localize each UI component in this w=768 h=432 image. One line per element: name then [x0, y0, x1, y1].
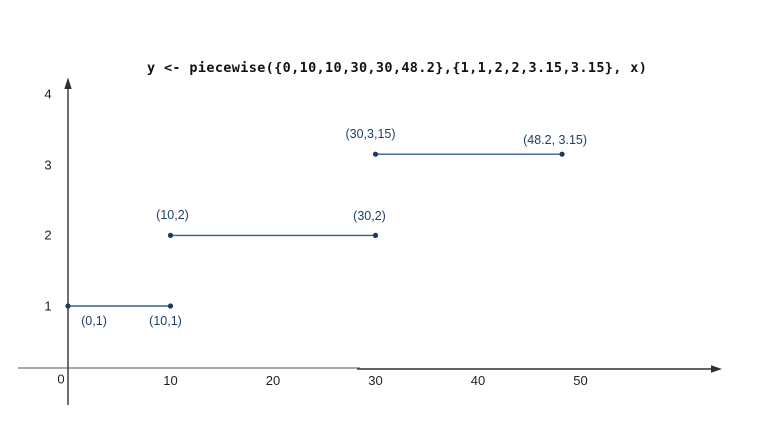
chart-title: y <- piecewise({0,10,10,30,30,48.2},{1,1…	[147, 60, 648, 76]
x-tick-label: 50	[573, 373, 588, 388]
y-tick-label: 1	[44, 298, 52, 314]
data-point-dot	[167, 303, 174, 309]
data-point-dot	[167, 232, 174, 238]
data-point-dot	[372, 151, 379, 157]
x-axis-arrow-icon	[711, 365, 722, 373]
data-point-dot	[372, 232, 379, 238]
point-label: (30,3,15)	[345, 127, 396, 142]
y-axis-arrow-icon	[64, 77, 72, 89]
y-tick-label: 4	[44, 86, 52, 102]
data-point-dot	[559, 151, 565, 157]
x-tick-label: 20	[265, 373, 281, 388]
point-label: (30,2)	[353, 209, 386, 224]
y-tick-label: 2	[44, 227, 52, 243]
x-tick-label: 40	[470, 373, 486, 388]
y-tick-label: 3	[44, 157, 52, 173]
data-point-dot	[65, 303, 71, 309]
x-tick-label: 10	[163, 373, 178, 388]
point-label: (10,1)	[149, 314, 182, 328]
point-label: (48.2, 3.15)	[523, 133, 588, 148]
point-label: (0,1)	[81, 314, 107, 328]
origin-tick-label: 0	[57, 371, 65, 387]
x-tick-label: 30	[368, 373, 383, 388]
point-label: (10,2)	[156, 208, 189, 223]
